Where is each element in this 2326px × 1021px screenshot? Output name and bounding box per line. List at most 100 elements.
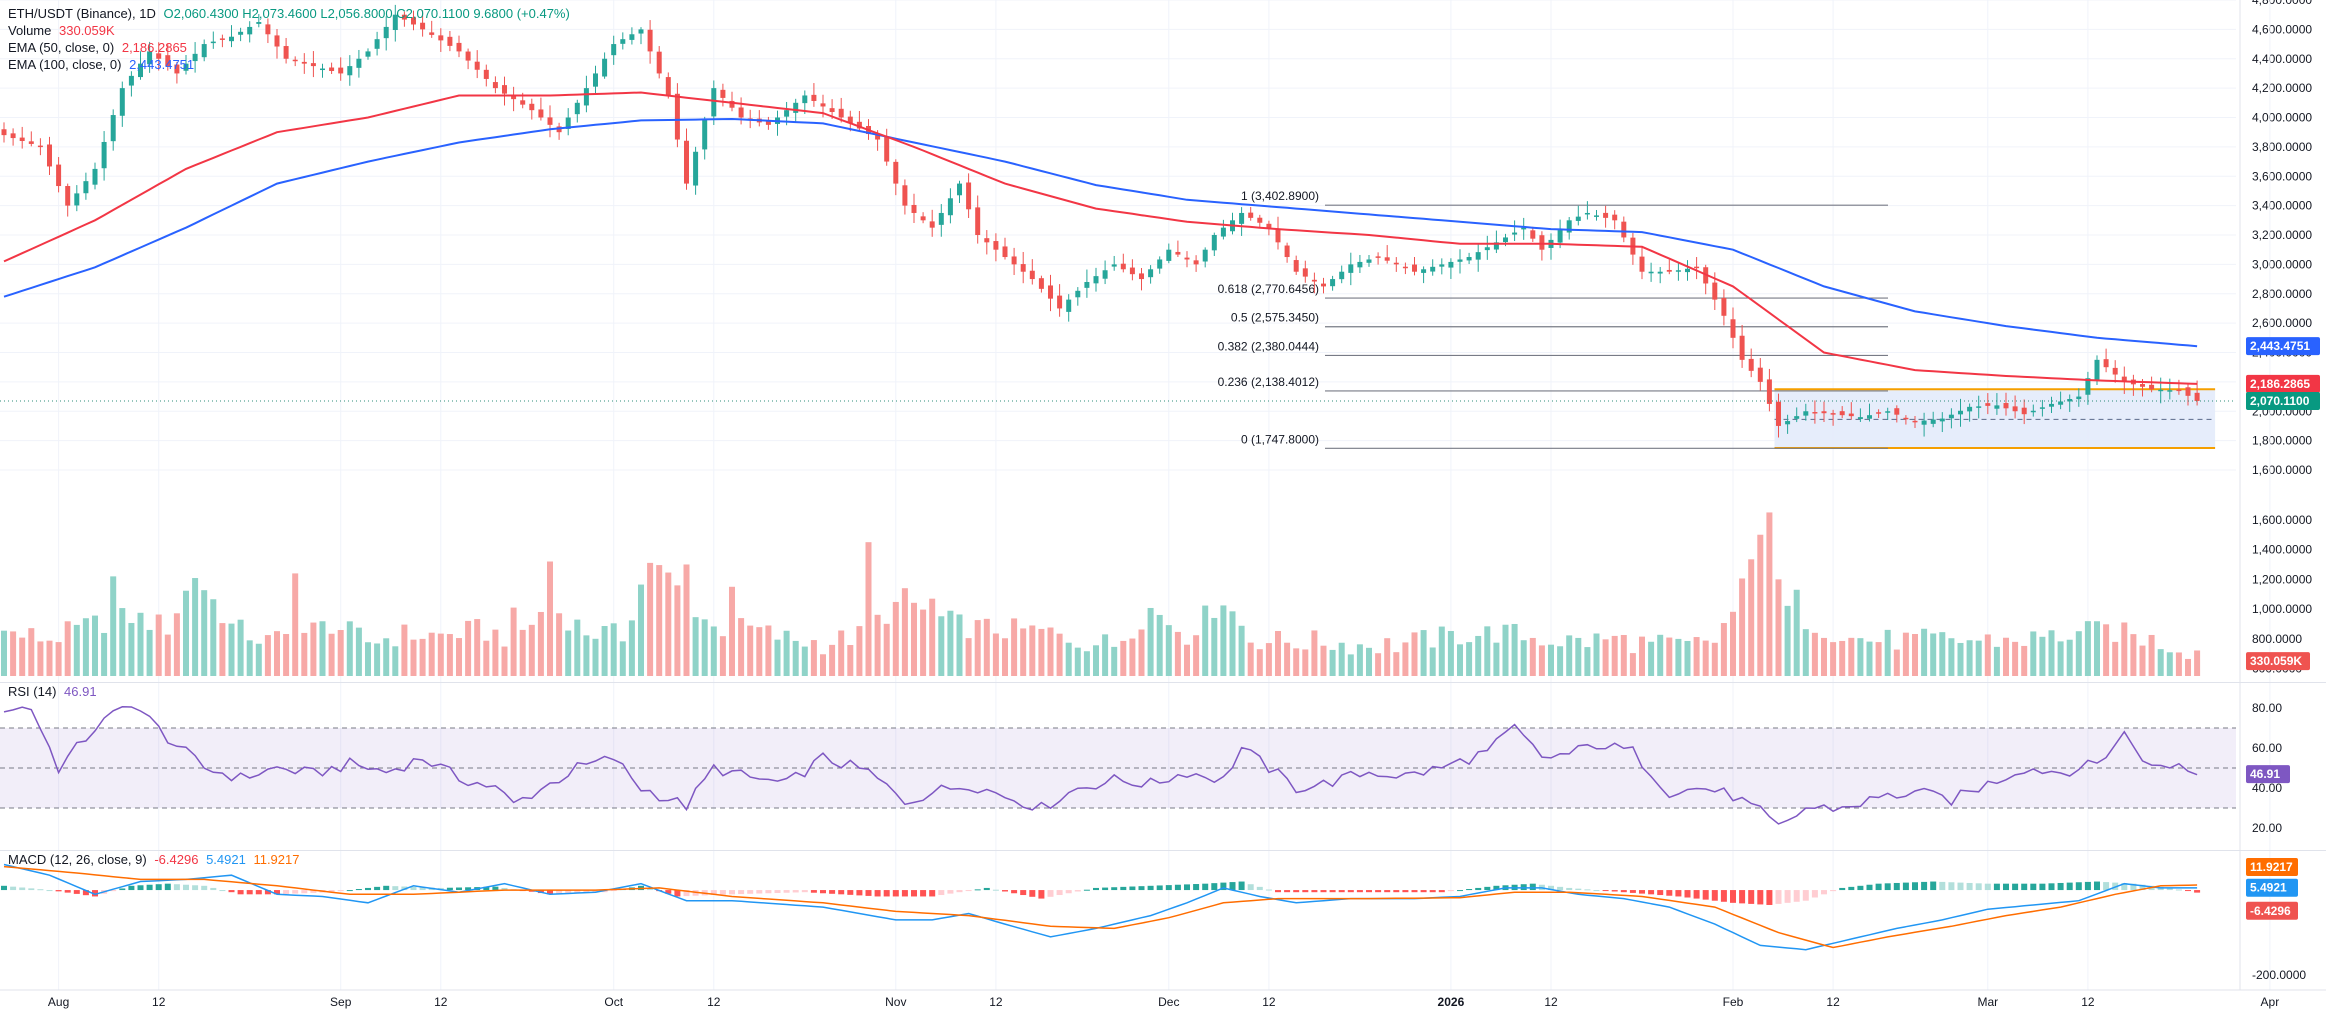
candle-body[interactable] (1120, 263, 1126, 270)
ema100-line[interactable] (3, 117, 2198, 348)
candle-body[interactable] (401, 14, 407, 20)
candle-body[interactable] (1848, 413, 1854, 417)
candle-body[interactable] (984, 238, 990, 243)
candle-body[interactable] (611, 44, 617, 56)
candle-body[interactable] (2003, 403, 2009, 409)
candle-body[interactable] (411, 17, 416, 25)
candle-body[interactable] (1275, 228, 1281, 243)
candle-body[interactable] (565, 117, 571, 129)
symbol-legend[interactable]: ETH/USDT (Binance), 1D O2,060.4300 H2,07… (8, 6, 570, 22)
candle-body[interactable] (665, 77, 671, 96)
candle-body[interactable] (1566, 220, 1572, 233)
candle-body[interactable] (1921, 420, 1927, 425)
candle-body[interactable] (2049, 403, 2054, 407)
macd-signal-line[interactable] (3, 865, 2198, 949)
candle-body[interactable] (65, 186, 71, 206)
candle-body[interactable] (1712, 282, 1718, 300)
candle-body[interactable] (920, 216, 926, 221)
candle-body[interactable] (1220, 227, 1226, 237)
candle-body[interactable] (1985, 403, 1991, 406)
candle-body[interactable] (2176, 389, 2182, 392)
candle-body[interactable] (1484, 247, 1490, 251)
rsi-legend[interactable]: RSI (14) 46.91 (8, 684, 97, 700)
candle-body[interactable] (183, 63, 189, 71)
candle-body[interactable] (1976, 406, 1982, 408)
candle-body[interactable] (138, 63, 143, 78)
candle-body[interactable] (929, 221, 935, 228)
candle-body[interactable] (1093, 276, 1099, 284)
candle-body[interactable] (911, 204, 917, 213)
candle-body[interactable] (1139, 273, 1144, 280)
candle-body[interactable] (1867, 415, 1872, 419)
candle-body[interactable] (1757, 367, 1763, 382)
candle-body[interactable] (429, 32, 435, 35)
candle-body[interactable] (1439, 264, 1445, 267)
range-box[interactable] (1774, 389, 2216, 448)
candle-body[interactable] (37, 145, 43, 148)
candle-body[interactable] (1657, 271, 1663, 274)
candle-body[interactable] (2012, 406, 2018, 412)
candle-body[interactable] (1330, 279, 1336, 287)
candle-body[interactable] (1521, 227, 1527, 230)
candle-body[interactable] (1685, 268, 1690, 273)
candle-body[interactable] (1248, 212, 1254, 218)
candle-body[interactable] (165, 55, 171, 67)
candle-body[interactable] (1, 129, 7, 136)
candle-body[interactable] (1157, 259, 1163, 269)
ema100-legend[interactable]: EMA (100, close, 0) 2,443.4751 (8, 57, 194, 73)
candle-body[interactable] (1603, 212, 1609, 218)
candle-body[interactable] (383, 26, 389, 39)
candle-body[interactable] (1066, 299, 1072, 312)
candle-body[interactable] (1739, 335, 1745, 360)
candle-body[interactable] (1803, 411, 1809, 416)
candle-body[interactable] (802, 95, 808, 104)
candle-body[interactable] (447, 36, 453, 46)
candle-body[interactable] (1639, 256, 1645, 272)
candle-body[interactable] (529, 103, 535, 111)
candle-body[interactable] (1958, 410, 1963, 415)
candle-body[interactable] (2103, 359, 2109, 368)
candle-body[interactable] (374, 39, 380, 49)
candle-body[interactable] (210, 41, 216, 44)
candle-body[interactable] (1057, 295, 1063, 309)
candle-body[interactable] (693, 151, 699, 186)
candle-body[interactable] (1020, 264, 1026, 272)
candle-body[interactable] (1148, 269, 1154, 278)
candle-body[interactable] (1102, 270, 1108, 279)
candle-body[interactable] (1193, 260, 1199, 265)
candle-body[interactable] (893, 161, 899, 184)
candle-body[interactable] (2140, 384, 2145, 387)
candle-body[interactable] (1002, 246, 1008, 258)
candle-body[interactable] (2194, 392, 2200, 401)
candle-body[interactable] (283, 46, 289, 59)
candle-body[interactable] (811, 94, 817, 101)
candle-body[interactable] (947, 198, 953, 216)
candle-body[interactable] (966, 182, 972, 210)
candle-body[interactable] (738, 107, 744, 118)
candle-body[interactable] (583, 88, 589, 106)
candle-body[interactable] (1766, 379, 1772, 404)
candle-body[interactable] (2158, 389, 2164, 392)
candle-body[interactable] (1776, 401, 1781, 426)
candle-body[interactable] (1584, 212, 1590, 215)
candle-body[interactable] (28, 141, 34, 144)
candle-body[interactable] (347, 66, 353, 76)
candle-body[interactable] (1184, 257, 1190, 260)
candle-body[interactable] (392, 14, 398, 31)
candle-body[interactable] (1857, 417, 1863, 420)
candle-body[interactable] (875, 135, 881, 140)
candle-body[interactable] (1293, 260, 1299, 272)
candle-body[interactable] (1302, 268, 1308, 277)
candle-body[interactable] (674, 93, 680, 140)
candle-body[interactable] (1903, 417, 1909, 420)
candle-body[interactable] (174, 64, 180, 74)
candle-body[interactable] (2085, 378, 2091, 395)
candle-body[interactable] (2030, 410, 2036, 413)
candle-body[interactable] (256, 22, 262, 24)
candle-body[interactable] (520, 100, 526, 105)
candle-body[interactable] (1430, 266, 1436, 272)
candle-body[interactable] (274, 35, 280, 47)
candle-body[interactable] (238, 31, 244, 35)
candle-body[interactable] (793, 102, 799, 113)
